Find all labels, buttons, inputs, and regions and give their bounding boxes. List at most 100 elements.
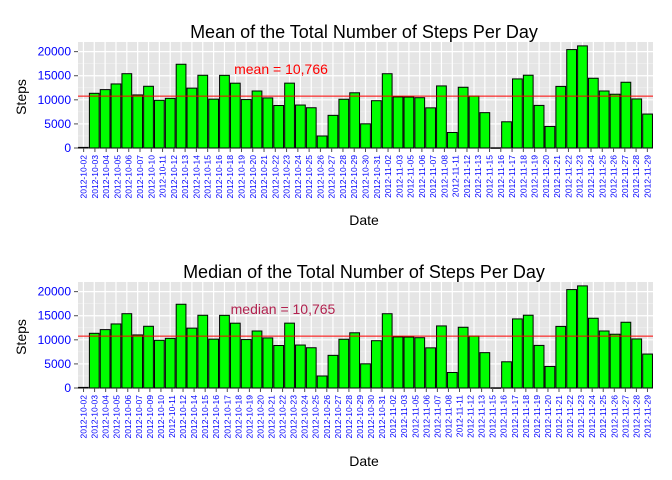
x-tick-label: 2012-10-14 — [189, 395, 199, 439]
bar — [284, 322, 295, 389]
bar — [533, 104, 545, 149]
x-tick-label: 2012-10-29 — [355, 395, 365, 439]
bar — [479, 352, 491, 389]
x-tick-label: 2012-10-17 — [222, 395, 232, 439]
x-tick-label: 2012-10-12 — [178, 395, 188, 439]
bar — [164, 97, 176, 149]
bar — [501, 361, 512, 389]
x-tick-label: 2012-10-16 — [211, 395, 221, 439]
x-tick-label: 2012-10-09 — [145, 395, 155, 439]
bar — [446, 131, 458, 149]
y-axis: 0 5000 10000 15000 20000 — [38, 285, 78, 395]
bar — [305, 107, 317, 149]
x-tick-label: 2012-10-21 — [267, 395, 277, 439]
x-tick-label: 2012-10-13 — [180, 155, 190, 199]
x-tick-label: 2012-11-29 — [642, 155, 652, 198]
bar — [479, 112, 491, 149]
bar — [381, 73, 393, 149]
bar — [544, 125, 556, 149]
x-tick-label: 2012-11-27 — [620, 395, 630, 438]
bar — [338, 338, 350, 389]
x-tick-label: 2012-11-21 — [554, 395, 564, 438]
x-tick-label: 2012-10-22 — [278, 395, 288, 439]
y-axis-label: Steps — [13, 319, 29, 355]
bar — [512, 318, 523, 389]
x-tick-label: 2012-10-27 — [327, 155, 337, 199]
x-tick-label: 2012-10-10 — [156, 395, 166, 439]
x-tick-label: 2012-11-16 — [496, 155, 506, 198]
x-tick-label: 2012-10-14 — [191, 155, 201, 199]
x-tick-label: 2012-11-11 — [454, 395, 464, 437]
x-tick-label: 2012-10-28 — [344, 395, 354, 439]
bar — [642, 353, 653, 389]
median-label: median = 10,765 — [231, 301, 336, 317]
median-steps-chart: Median of the Total Number of Steps Per … — [13, 262, 653, 469]
x-tick-label: 2012-10-06 — [123, 395, 133, 439]
bar — [490, 387, 502, 389]
bar — [349, 92, 361, 149]
y-tick-label: 20000 — [38, 45, 72, 59]
bar — [186, 327, 198, 389]
bar — [327, 354, 339, 389]
bar — [631, 338, 643, 389]
chart-title: Mean of the Total Number of Steps Per Da… — [190, 22, 538, 42]
x-tick-label: 2012-10-25 — [304, 155, 314, 199]
x-tick-label: 2012-11-07 — [432, 395, 442, 438]
x-tick-label: 2012-10-24 — [300, 395, 310, 439]
bar — [360, 363, 371, 389]
bar — [295, 344, 306, 389]
bar — [208, 98, 219, 149]
bar — [186, 87, 198, 149]
bar — [240, 99, 252, 149]
bar — [251, 330, 263, 389]
x-tick-label: 2012-10-31 — [377, 395, 387, 439]
x-tick-label: 2012-11-12 — [462, 155, 472, 198]
bar — [577, 45, 588, 149]
x-tick-label: 2012-11-05 — [410, 395, 420, 438]
x-tick-label: 2012-10-23 — [282, 155, 292, 199]
x-tick-label: 2012-11-28 — [631, 395, 641, 438]
x-tick-label: 2012-10-02 — [79, 395, 89, 439]
bar — [295, 104, 306, 149]
bar — [446, 371, 458, 389]
bar — [609, 93, 621, 149]
x-tick-label: 2012-10-27 — [333, 395, 343, 439]
x-tick-label: 2012-10-04 — [101, 395, 111, 439]
x-tick-label: 2012-10-22 — [270, 155, 280, 199]
x-tick-label: 2012-10-28 — [338, 155, 348, 199]
bar — [533, 344, 545, 389]
x-tick-label: 2012-11-22 — [565, 395, 575, 438]
bar — [143, 325, 154, 389]
x-tick-label: 2012-11-24 — [587, 395, 597, 438]
bar — [110, 323, 122, 389]
x-tick-label: 2012-11-19 — [532, 395, 542, 438]
y-tick-label: 15000 — [38, 69, 72, 83]
bar — [99, 89, 111, 149]
bar — [598, 90, 610, 149]
bar — [425, 107, 436, 149]
x-tick-label: 2012-10-30 — [361, 155, 371, 199]
bar — [587, 317, 599, 389]
x-tick-label: 2012-11-03 — [394, 155, 404, 198]
x-tick-label: 2012-11-03 — [399, 395, 409, 438]
bar — [468, 335, 480, 389]
x-tick-label: 2012-11-08 — [443, 395, 453, 438]
x-tick-label: 2012-11-06 — [417, 155, 427, 198]
bar — [620, 321, 632, 389]
bar — [436, 325, 447, 389]
x-tick-label: 2012-10-07 — [135, 155, 145, 199]
y-tick-label: 0 — [64, 381, 71, 395]
x-tick-label: 2012-11-02 — [383, 155, 393, 198]
x-tick-label: 2012-11-26 — [609, 395, 619, 438]
x-tick-label: 2012-11-19 — [530, 155, 540, 198]
x-tick-label: 2012-10-04 — [101, 155, 111, 199]
x-tick-label: 2012-10-19 — [236, 155, 246, 199]
bar — [219, 74, 230, 149]
x-tick-label: 2012-10-02 — [79, 155, 89, 199]
x-tick-label: 2012-11-17 — [507, 155, 517, 198]
y-tick-label: 15000 — [38, 309, 72, 323]
bar — [457, 326, 469, 389]
x-tick-label: 2012-11-20 — [541, 155, 551, 198]
bar — [153, 339, 165, 389]
